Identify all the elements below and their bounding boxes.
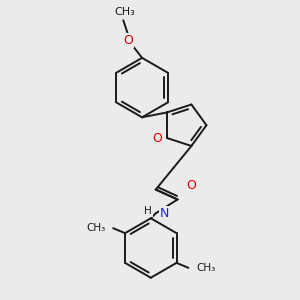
Text: CH₃: CH₃ xyxy=(115,7,136,17)
Text: CH₃: CH₃ xyxy=(196,263,216,273)
Text: N: N xyxy=(160,207,169,220)
Text: O: O xyxy=(123,34,133,46)
Text: H: H xyxy=(144,206,152,216)
Text: CH₃: CH₃ xyxy=(86,223,105,233)
Text: O: O xyxy=(187,179,196,192)
Text: O: O xyxy=(152,131,162,145)
